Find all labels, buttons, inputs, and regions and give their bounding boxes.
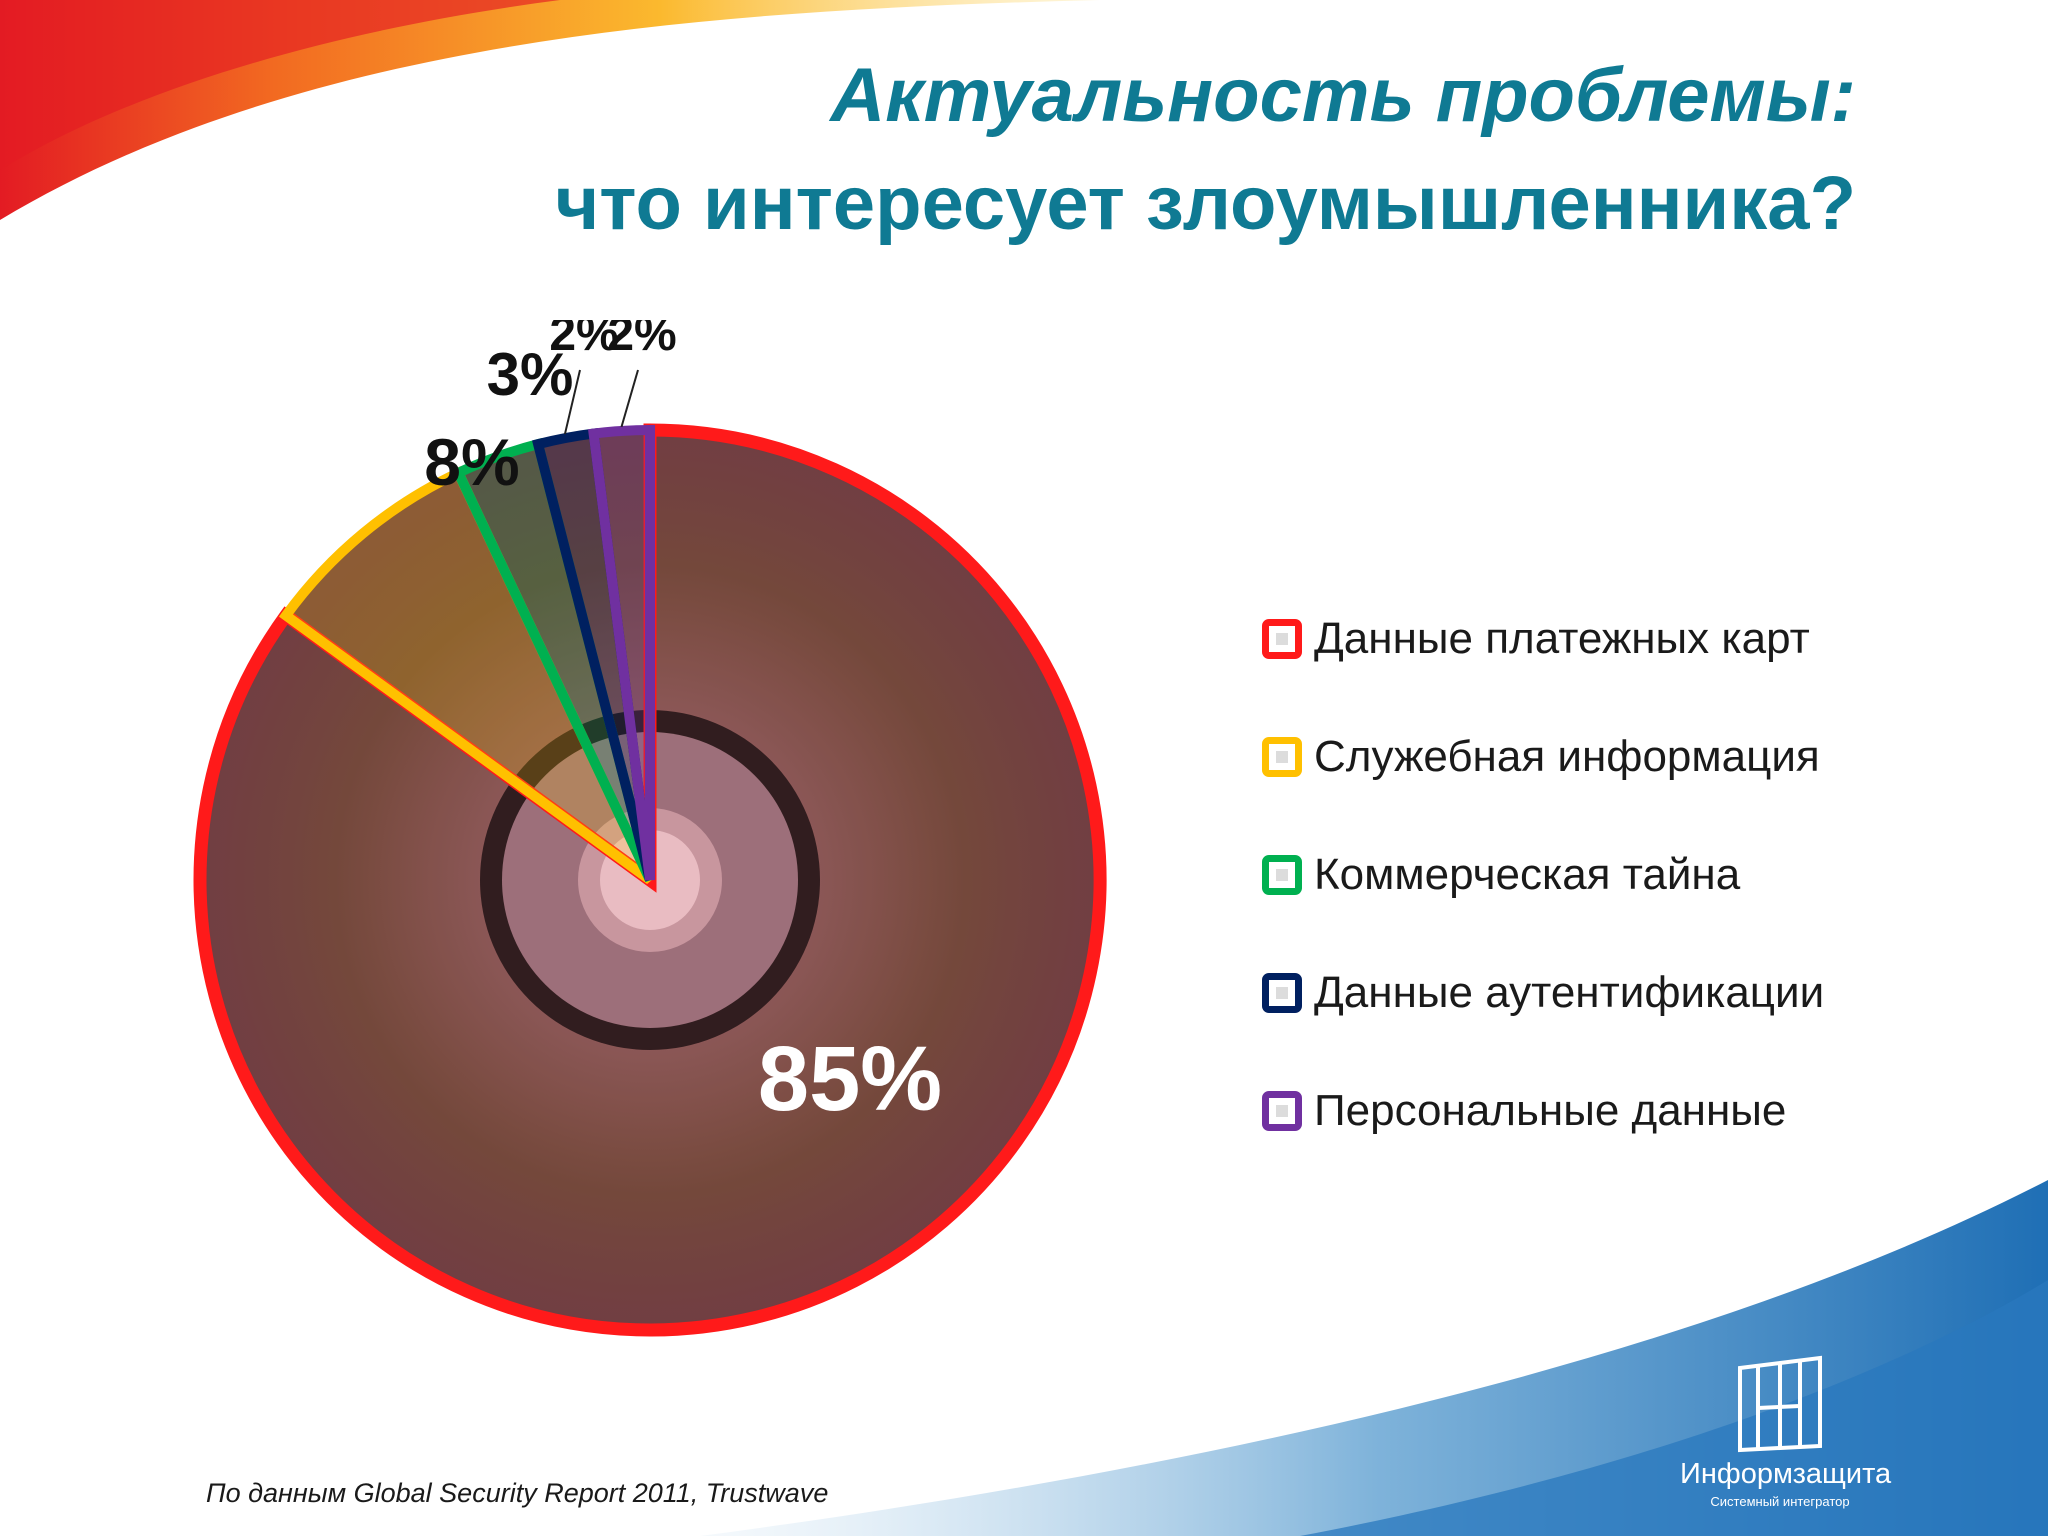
slice-card-data [193, 423, 1107, 1337]
legend-swatch [1262, 973, 1302, 1013]
slice-service-info [278, 466, 655, 885]
legend-swatch [1262, 1091, 1302, 1131]
pie-chart: 85%8%3%2%2% [193, 320, 1107, 1337]
slice-leader-line [620, 369, 639, 428]
legend-item-trade-secret: Коммерческая тайна [1262, 816, 1824, 934]
logo-name: Информзащита [1680, 1458, 1892, 1490]
legend-swatch [1262, 737, 1302, 777]
slice-personal-data [588, 424, 655, 881]
legend-label: Данные аутентификации [1314, 968, 1825, 1017]
legend-label: Персональные данные [1314, 1086, 1787, 1135]
slice-label: 2% [549, 320, 618, 361]
slice-label: 3% [487, 341, 574, 408]
slice-label: 85% [758, 1028, 942, 1130]
chart-legend: Данные платежных карт Служебная информац… [1262, 580, 1824, 1170]
logo-tagline: Системный интегратор [1710, 1494, 1850, 1509]
page-title-line2: что интересует злоумышленника? [555, 161, 1856, 246]
logo-mark-icon [1738, 1355, 1822, 1453]
legend-item-card-data: Данные платежных карт [1262, 580, 1824, 698]
legend-swatch [1262, 619, 1302, 659]
legend-swatch [1262, 855, 1302, 895]
slice-label: 8% [424, 425, 519, 499]
slice-leader-line [563, 369, 581, 435]
source-note: По данным Global Security Report 2011, T… [206, 1478, 829, 1508]
legend-label: Коммерческая тайна [1314, 850, 1741, 899]
bottom-swoosh-accent [1300, 1280, 2048, 1536]
legend-item-auth-data: Данные аутентификации [1262, 934, 1824, 1052]
legend-label: Служебная информация [1314, 732, 1820, 781]
top-swoosh-accent [0, 0, 560, 170]
legend-item-personal-data: Персональные данные [1262, 1052, 1824, 1170]
legend-item-service-info: Служебная информация [1262, 698, 1824, 816]
company-logo: Информзащита Системный интегратор [1680, 1350, 1892, 1510]
page-title-line1: Актуальность проблемы: [830, 53, 1856, 138]
slice-label: 2% [607, 320, 676, 361]
legend-label: Данные платежных карт [1314, 614, 1810, 663]
